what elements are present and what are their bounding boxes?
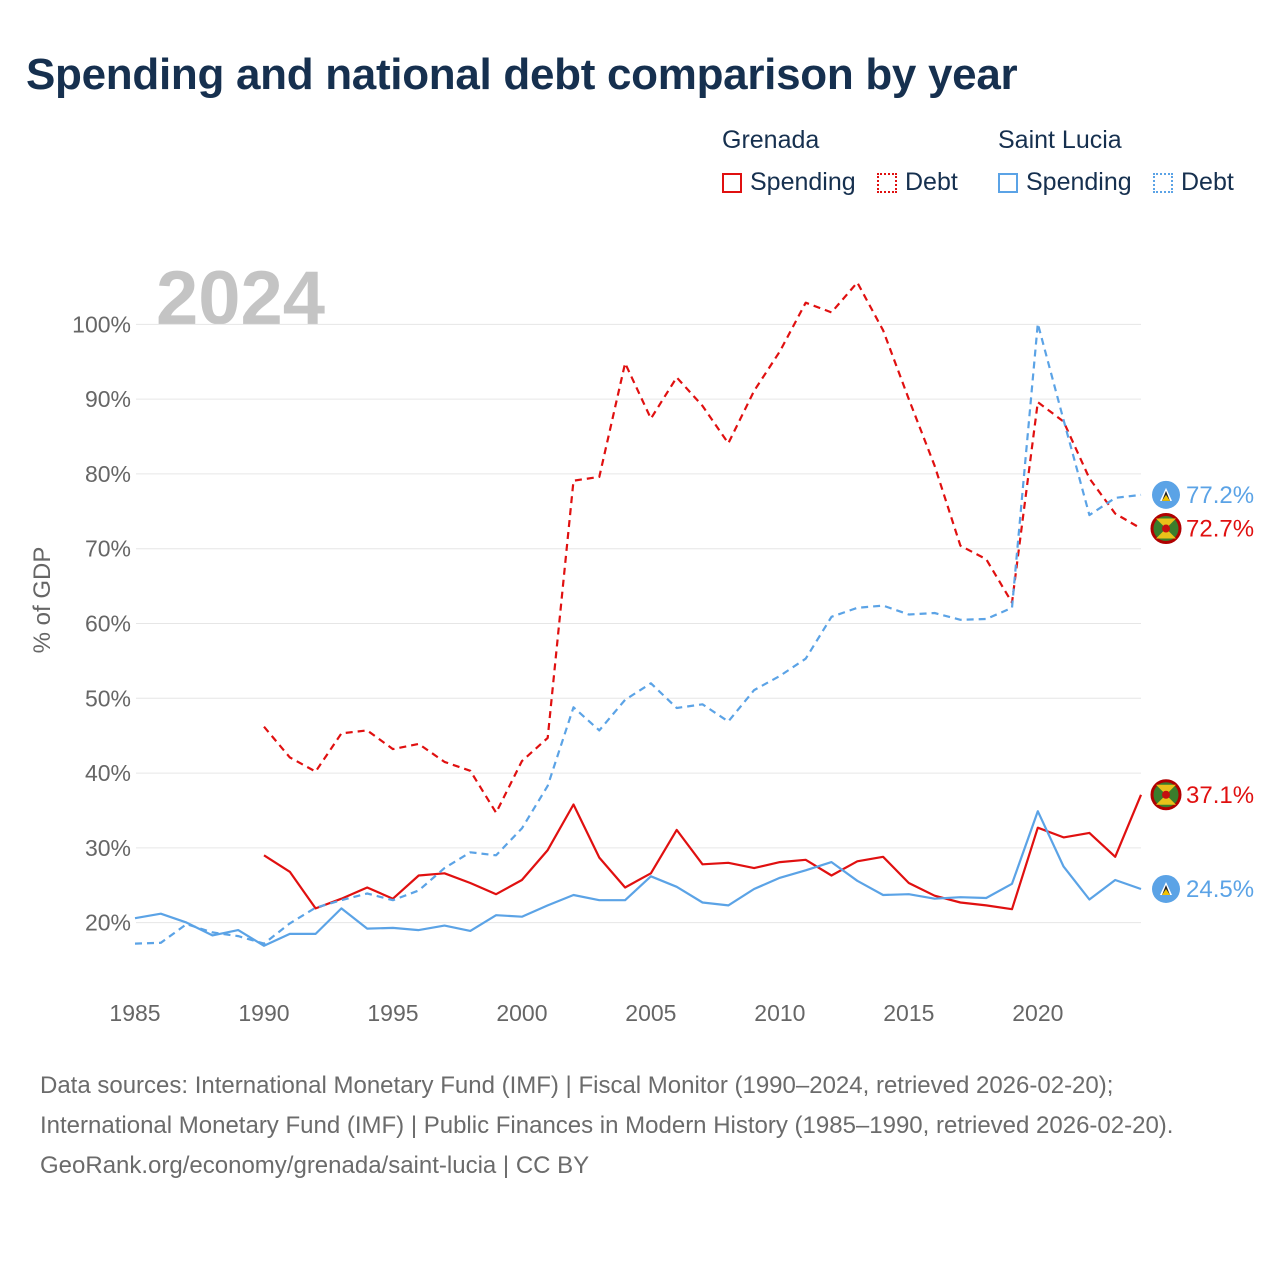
legend-saint-lucia-debt[interactable]: Debt [1153, 168, 1234, 197]
y-tick-label: 50% [85, 685, 131, 711]
x-tick-label: 1995 [367, 1000, 418, 1026]
saint-lucia-flag-icon [1152, 480, 1180, 509]
saint-lucia-flag-icon [1152, 874, 1180, 903]
dotted-line-swatch-icon [1153, 172, 1173, 193]
footer: Data sources: International Monetary Fun… [40, 1066, 1240, 1186]
legend-grenada-spending[interactable]: Spending [722, 168, 856, 197]
gridlines [136, 323, 1141, 924]
y-tick-label: 90% [85, 386, 131, 412]
dotted-line-swatch-icon [877, 172, 897, 193]
legend-grenada-title: Grenada [722, 126, 820, 154]
x-tick-label: 2015 [883, 1000, 934, 1026]
grenada-flag-icon [1150, 513, 1182, 545]
series-line-saint-lucia-spending[interactable] [134, 810, 1142, 947]
y-tick-label: 70% [85, 536, 131, 562]
end-value-label: 24.5% [1186, 876, 1254, 903]
y-tick-label: 30% [85, 835, 131, 861]
y-tick-label: 80% [85, 461, 131, 487]
x-tick-label: 2005 [625, 1000, 676, 1026]
end-value-label: 72.7% [1186, 516, 1254, 543]
y-tick-label: 60% [85, 611, 131, 637]
x-tick-label: 1985 [109, 1000, 160, 1026]
y-axis-label: % of GDP [29, 547, 56, 654]
y-axis-ticks: 20% 30% 40% 50% 60% 70% 80% 90% 100% [72, 311, 131, 935]
series-line-grenada-spending[interactable] [263, 794, 1143, 911]
credit-link[interactable]: GeoRank.org/economy/grenada/saint-lucia … [40, 1152, 590, 1179]
legend-saint-lucia-debt-label: Debt [1181, 168, 1234, 196]
legend-saint-lucia-spending-label: Spending [1026, 168, 1132, 196]
y-tick-label: 20% [85, 910, 131, 936]
chart-title: Spending and national debt comparison by… [26, 50, 1018, 99]
legend-saint-lucia-title: Saint Lucia [998, 126, 1122, 154]
end-value-label: 77.2% [1186, 482, 1254, 509]
end-value-label: 37.1% [1186, 782, 1254, 809]
solid-line-swatch-icon [998, 172, 1018, 193]
legend-grenada-debt[interactable]: Debt [877, 168, 958, 197]
x-tick-label: 1990 [238, 1000, 289, 1026]
x-axis-ticks: 1985 1990 1995 2000 2005 2010 2015 2020 [109, 1000, 1063, 1026]
end-markers: 37.1% 72.7% 24.5% 77.2% [1150, 480, 1254, 903]
legend-grenada-debt-label: Debt [905, 168, 958, 196]
series-lines [134, 281, 1143, 947]
x-tick-label: 2010 [754, 1000, 805, 1026]
legend-saint-lucia-spending[interactable]: Spending [998, 168, 1132, 197]
y-tick-label: 40% [85, 760, 131, 786]
year-watermark: 2024 [156, 256, 325, 341]
grenada-flag-icon [1150, 779, 1182, 811]
x-tick-label: 2000 [496, 1000, 547, 1026]
series-line-saint-lucia-debt[interactable] [134, 322, 1142, 945]
x-tick-label: 2020 [1012, 1000, 1063, 1026]
solid-line-swatch-icon [722, 172, 742, 193]
y-tick-label: 100% [72, 311, 131, 337]
data-sources-text: Data sources: International Monetary Fun… [40, 1072, 1174, 1139]
line-chart: 2024 20%30%40%50%60%70%80%90%100% 1985 19… [29, 256, 1254, 1026]
series-line-grenada-debt[interactable] [263, 281, 1142, 814]
legend-grenada-spending-label: Spending [750, 168, 856, 196]
